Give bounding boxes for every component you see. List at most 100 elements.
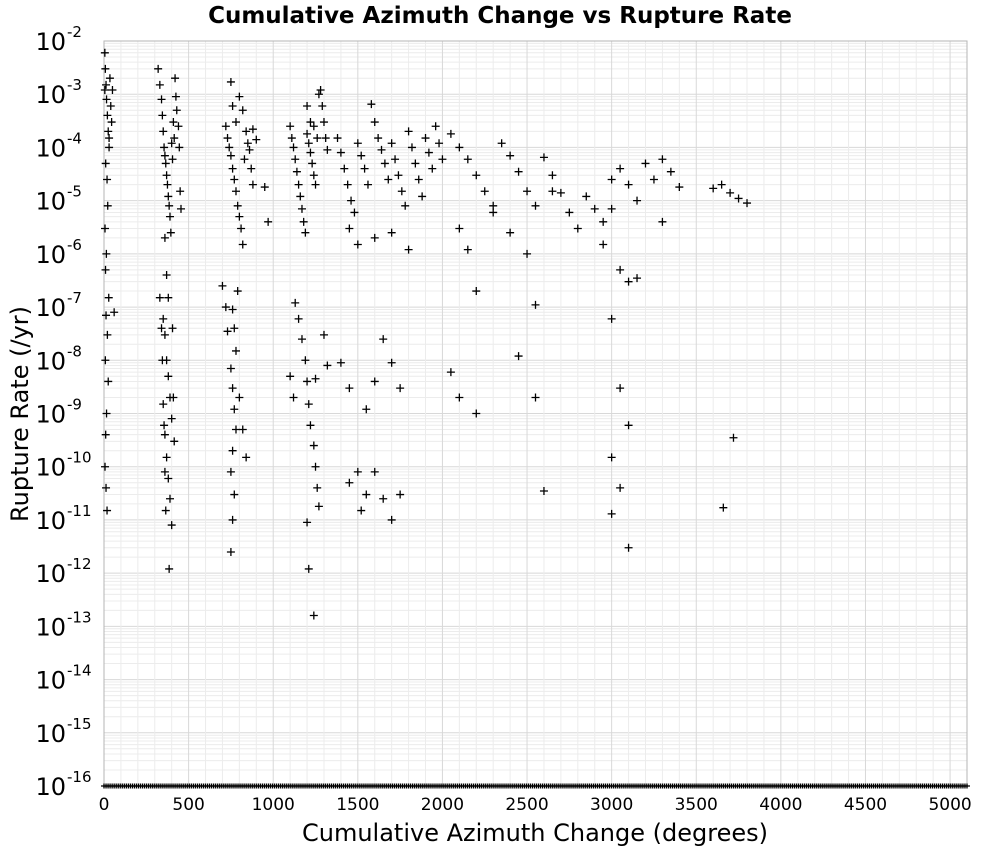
data-point bbox=[418, 192, 427, 201]
x-tick-label: 2500 bbox=[505, 795, 548, 815]
data-point bbox=[296, 192, 305, 201]
data-point bbox=[160, 421, 169, 430]
data-point bbox=[102, 409, 111, 418]
x-axis-ticks: 0 500 1000 1500 2000 2500 3000 3500 4000 4500 5000 bbox=[99, 795, 972, 815]
data-point bbox=[514, 352, 523, 361]
x-tick-label: 3000 bbox=[590, 795, 633, 815]
data-point bbox=[633, 274, 642, 283]
data-point bbox=[709, 184, 718, 193]
y-tick-label: 10 -14 bbox=[35, 662, 91, 695]
data-point bbox=[347, 196, 356, 205]
y-tick-exponent: -7 bbox=[67, 289, 82, 307]
data-point bbox=[231, 118, 240, 127]
y-tick-exponent: -3 bbox=[67, 76, 82, 94]
data-point bbox=[539, 486, 548, 495]
data-point bbox=[357, 506, 366, 515]
data-point bbox=[231, 187, 240, 196]
data-point bbox=[455, 393, 464, 402]
data-point bbox=[658, 217, 667, 226]
data-point bbox=[523, 249, 532, 258]
x-tick-label: 1500 bbox=[336, 795, 379, 815]
data-point bbox=[101, 430, 110, 439]
data-point bbox=[353, 139, 362, 148]
data-point bbox=[286, 122, 295, 131]
data-point bbox=[316, 86, 325, 95]
data-point bbox=[306, 148, 315, 157]
data-point bbox=[238, 240, 247, 249]
data-point bbox=[313, 134, 322, 143]
data-point bbox=[287, 134, 296, 143]
data-point bbox=[590, 204, 599, 213]
data-point bbox=[616, 384, 625, 393]
data-point bbox=[247, 164, 256, 173]
data-point bbox=[238, 425, 247, 434]
data-point bbox=[363, 180, 372, 189]
data-point bbox=[353, 240, 362, 249]
data-point bbox=[221, 303, 230, 312]
data-point bbox=[230, 405, 239, 414]
data-point bbox=[242, 453, 251, 462]
data-point bbox=[167, 414, 176, 423]
data-point bbox=[396, 490, 405, 499]
data-point bbox=[154, 64, 163, 73]
data-point bbox=[633, 196, 642, 205]
y-tick-exponent: -14 bbox=[67, 662, 92, 680]
data-point bbox=[345, 224, 354, 233]
data-point bbox=[303, 377, 312, 386]
data-point bbox=[311, 462, 320, 471]
y-tick-exponent: -11 bbox=[67, 502, 92, 520]
data-point bbox=[240, 155, 249, 164]
y-tick-label: 10 -12 bbox=[35, 555, 91, 588]
data-point bbox=[624, 277, 633, 286]
data-point bbox=[299, 217, 308, 226]
data-point bbox=[164, 474, 173, 483]
data-point bbox=[582, 192, 591, 201]
data-point bbox=[314, 502, 323, 511]
data-point bbox=[463, 245, 472, 254]
data-point bbox=[170, 437, 179, 446]
y-tick-base: 10 bbox=[35, 188, 66, 216]
data-point bbox=[289, 393, 298, 402]
data-point bbox=[160, 233, 169, 242]
chart-title: Cumulative Azimuth Change vs Rupture Rat… bbox=[208, 3, 792, 29]
data-point bbox=[294, 180, 303, 189]
data-point bbox=[599, 240, 608, 249]
data-point bbox=[171, 74, 180, 83]
data-point bbox=[160, 330, 169, 339]
y-tick-base: 10 bbox=[35, 134, 66, 162]
data-point bbox=[162, 271, 171, 280]
data-point bbox=[573, 224, 582, 233]
data-point bbox=[306, 118, 315, 127]
data-point bbox=[289, 143, 298, 152]
data-point bbox=[624, 180, 633, 189]
data-point bbox=[370, 118, 379, 127]
data-point bbox=[231, 425, 240, 434]
data-point bbox=[162, 171, 171, 180]
data-point bbox=[309, 611, 318, 620]
y-tick-exponent: -2 bbox=[67, 23, 82, 41]
y-tick-exponent: -4 bbox=[67, 129, 82, 147]
data-point bbox=[377, 145, 386, 154]
data-point bbox=[607, 314, 616, 323]
y-tick-exponent: -8 bbox=[67, 342, 82, 360]
y-tick-label: 10 -7 bbox=[35, 289, 82, 322]
data-point bbox=[159, 400, 168, 409]
data-point bbox=[391, 155, 400, 164]
data-point bbox=[729, 433, 738, 442]
data-point bbox=[309, 441, 318, 450]
data-point bbox=[311, 180, 320, 189]
data-point bbox=[242, 127, 251, 136]
data-point bbox=[455, 143, 464, 152]
data-point bbox=[169, 118, 178, 127]
data-point bbox=[370, 467, 379, 476]
data-point bbox=[226, 467, 235, 476]
data-point bbox=[435, 139, 444, 148]
data-point bbox=[105, 134, 114, 143]
x-tick-label: 500 bbox=[172, 795, 204, 815]
data-point bbox=[102, 311, 111, 320]
data-point bbox=[286, 372, 295, 381]
data-point bbox=[160, 430, 169, 439]
data-point bbox=[228, 305, 237, 314]
data-point bbox=[616, 164, 625, 173]
data-point bbox=[104, 377, 113, 386]
